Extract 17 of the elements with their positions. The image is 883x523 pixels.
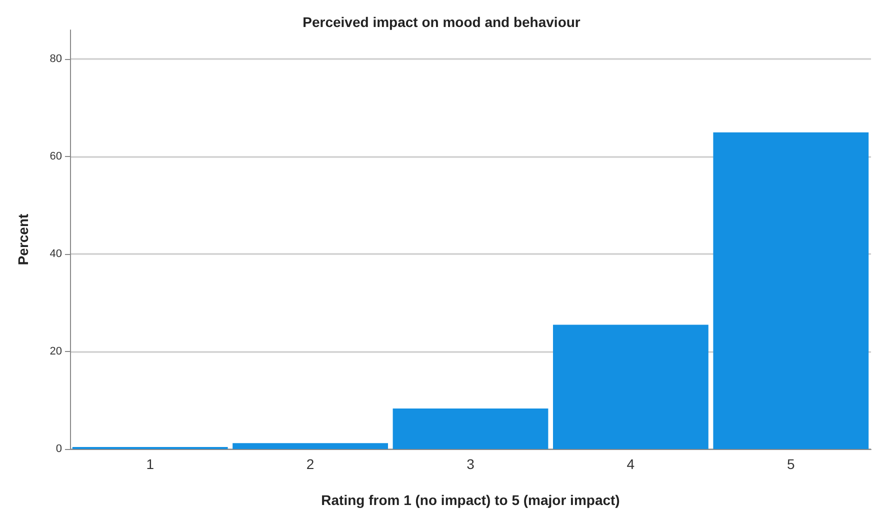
y-tick-label: 20 <box>50 346 62 358</box>
y-tick-label: 60 <box>50 150 62 163</box>
y-tick-label: 40 <box>50 248 62 260</box>
bar <box>392 408 548 449</box>
y-tick-label: 80 <box>50 53 62 66</box>
chart-title: Perceived impact on mood and behaviour <box>302 14 581 30</box>
bar <box>713 132 869 449</box>
x-axis-title: Rating from 1 (no impact) to 5 (major impact) <box>321 492 620 508</box>
x-tick-label: 3 <box>466 456 475 472</box>
bar <box>553 324 708 449</box>
x-tick-label: 1 <box>146 456 154 472</box>
bar <box>232 443 388 449</box>
x-tick-label: 2 <box>306 456 314 472</box>
y-tick-label: 0 <box>56 443 62 455</box>
x-tick-label: 5 <box>787 456 795 472</box>
y-axis-title: Percent <box>15 213 31 266</box>
x-tick-label: 4 <box>626 456 635 472</box>
